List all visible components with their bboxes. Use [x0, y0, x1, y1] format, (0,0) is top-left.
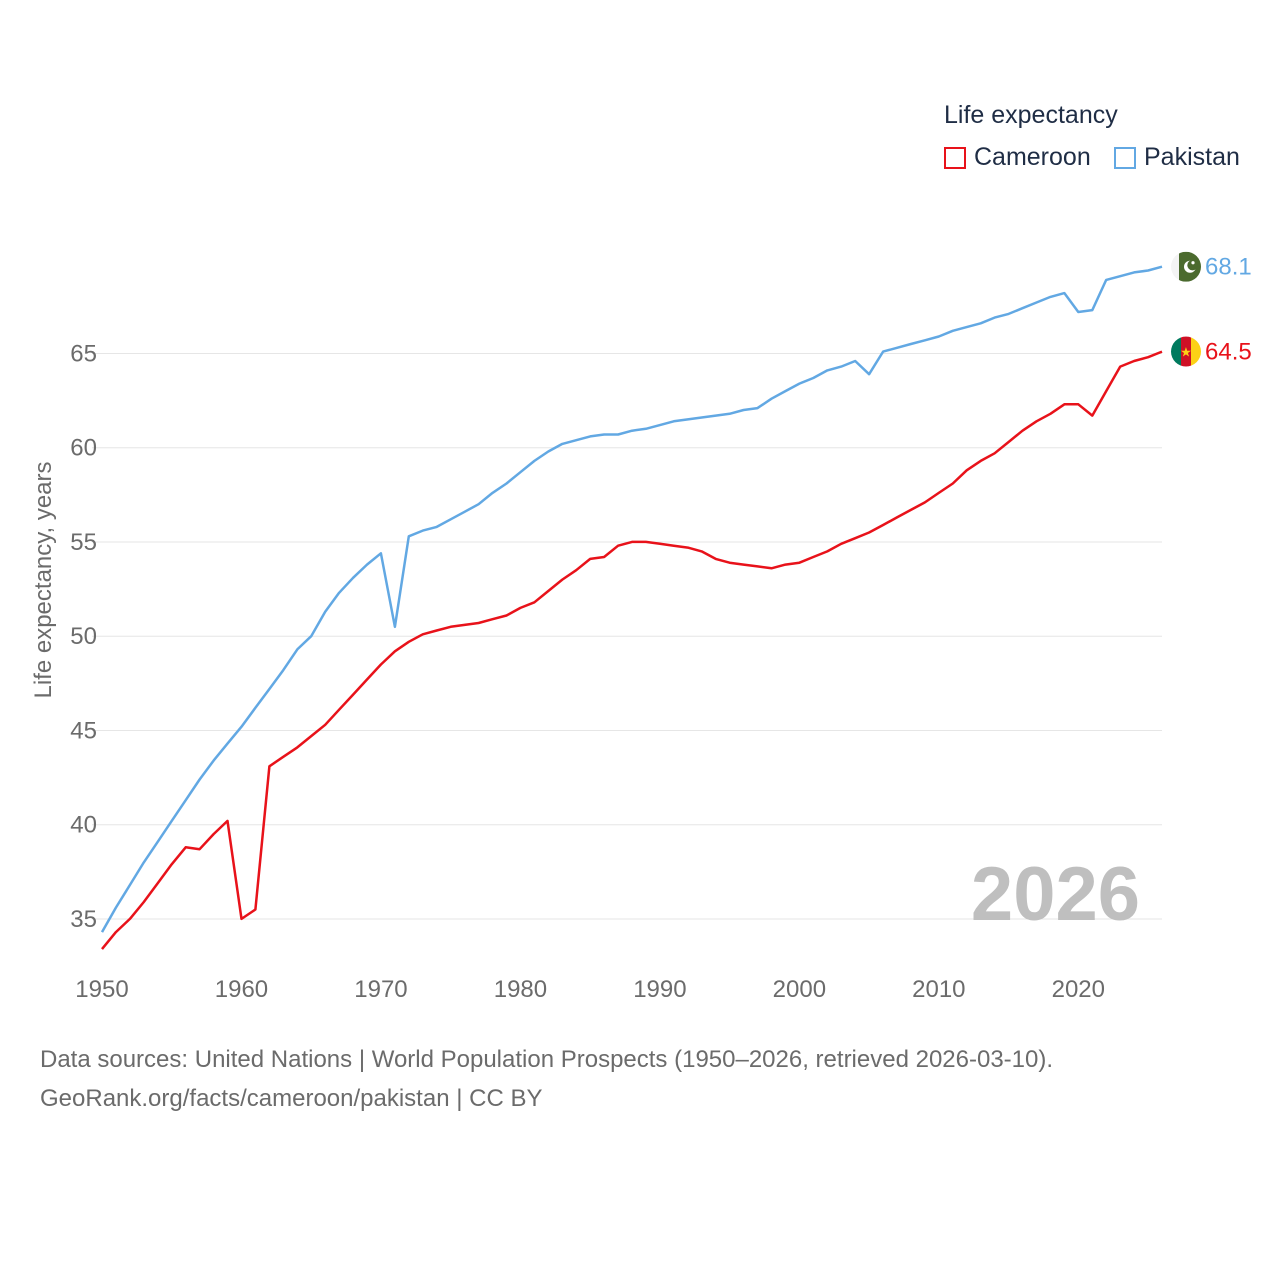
y-tick-label: 45 — [70, 717, 97, 744]
series-line-cameroon — [101, 350, 1163, 950]
x-tick-label: 1980 — [494, 976, 547, 1003]
y-tick-label: 55 — [70, 529, 97, 556]
x-tick-label: 1990 — [633, 976, 686, 1003]
x-axis-ticks: 1950 1960 1970 1980 1990 2000 2010 2020 — [75, 976, 1105, 1003]
series-line-pakistan — [100, 265, 1163, 933]
y-tick-label: 65 — [70, 340, 97, 367]
x-tick-label: 1960 — [215, 976, 268, 1003]
x-tick-label: 1950 — [75, 976, 128, 1003]
grid-lines — [92, 352, 1162, 920]
cameroon-flag-icon: ★ — [1171, 336, 1201, 367]
svg-text:★: ★ — [1180, 346, 1192, 361]
y-tick-label: 50 — [70, 623, 97, 650]
y-tick-label: 60 — [70, 435, 97, 462]
legend-swatch-pakistan — [1114, 146, 1136, 169]
end-label-pakistan: 68.1 — [1205, 254, 1252, 281]
y-tick-label: 40 — [70, 812, 97, 839]
year-watermark: 2026 — [971, 852, 1140, 937]
y-tick-label: 35 — [70, 906, 97, 933]
end-label-cameroon: 64.5 — [1205, 339, 1252, 366]
x-tick-label: 2000 — [773, 976, 826, 1003]
pakistan-flag-icon — [1171, 251, 1201, 282]
x-tick-label: 1970 — [354, 976, 407, 1003]
x-tick-label: 2010 — [912, 976, 965, 1003]
series-lines — [100, 265, 1163, 950]
legend-label-pakistan: Pakistan — [1144, 143, 1240, 171]
legend-title: Life expectancy — [944, 101, 1118, 129]
legend-item-pakistan[interactable]: Pakistan — [1114, 143, 1240, 172]
y-axis-ticks: 35 40 45 50 55 60 65 — [70, 340, 97, 933]
legend-label-cameroon: Cameroon — [974, 143, 1091, 171]
end-labels: 68.1 ★ 64.5 — [1171, 251, 1252, 367]
x-tick-label: 2020 — [1052, 976, 1105, 1003]
source-line-2[interactable]: GeoRank.org/facts/cameroon/pakistan | CC… — [40, 1085, 543, 1112]
source-line-1: Data sources: United Nations | World Pop… — [40, 1046, 1054, 1073]
y-axis-label: Life expectancy, years — [30, 461, 57, 698]
legend-swatch-cameroon — [944, 146, 966, 169]
legend-item-cameroon[interactable]: Cameroon — [944, 143, 1091, 172]
